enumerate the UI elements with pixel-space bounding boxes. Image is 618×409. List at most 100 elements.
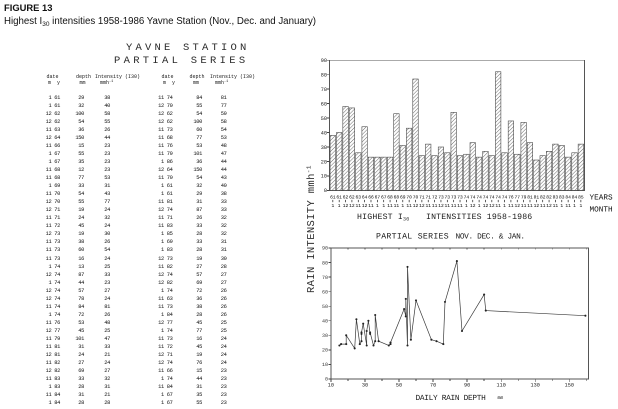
svg-text:1: 1 bbox=[503, 203, 506, 209]
svg-text:68: 68 bbox=[387, 195, 393, 201]
svg-text:74: 74 bbox=[502, 195, 508, 201]
svg-text:130: 130 bbox=[531, 382, 540, 388]
svg-text:11: 11 bbox=[457, 203, 463, 209]
svg-text:12: 12 bbox=[362, 203, 368, 209]
svg-text:0: 0 bbox=[325, 377, 328, 383]
svg-text:12: 12 bbox=[470, 203, 476, 209]
svg-text:11: 11 bbox=[451, 203, 457, 209]
svg-text:1: 1 bbox=[376, 203, 379, 209]
svg-text:80: 80 bbox=[322, 260, 328, 266]
svg-text:HIGHEST I30: HIGHEST I30 bbox=[357, 213, 409, 223]
svg-text:74: 74 bbox=[489, 195, 495, 201]
svg-text:MONTH: MONTH bbox=[590, 205, 613, 214]
svg-text:11: 11 bbox=[565, 203, 571, 209]
svg-text:12: 12 bbox=[534, 203, 540, 209]
svg-text:63: 63 bbox=[356, 195, 362, 201]
svg-text:64: 64 bbox=[362, 195, 368, 201]
svg-text:11: 11 bbox=[368, 203, 374, 209]
svg-text:77: 77 bbox=[515, 195, 521, 201]
svg-text:66: 66 bbox=[368, 195, 374, 201]
svg-text:10: 10 bbox=[328, 382, 334, 388]
svg-text:84: 84 bbox=[565, 195, 571, 201]
svg-text:1: 1 bbox=[401, 203, 404, 209]
svg-text:73: 73 bbox=[451, 195, 457, 201]
svg-text:74: 74 bbox=[495, 195, 501, 201]
svg-text:67: 67 bbox=[381, 195, 387, 201]
svg-text:11: 11 bbox=[521, 203, 527, 209]
svg-text:73: 73 bbox=[438, 195, 444, 201]
svg-text:11: 11 bbox=[406, 203, 412, 209]
svg-text:NOV. DEC. & JAN.: NOV. DEC. & JAN. bbox=[456, 233, 525, 242]
svg-text:81: 81 bbox=[527, 195, 533, 201]
svg-text:1: 1 bbox=[560, 203, 563, 209]
svg-text:76: 76 bbox=[508, 195, 514, 201]
svg-text:90: 90 bbox=[464, 382, 470, 388]
svg-text:70: 70 bbox=[322, 275, 328, 281]
svg-text:90: 90 bbox=[321, 58, 327, 64]
svg-text:50: 50 bbox=[321, 116, 327, 122]
svg-text:12: 12 bbox=[515, 203, 521, 209]
svg-text:1: 1 bbox=[382, 203, 385, 209]
svg-text:71: 71 bbox=[425, 195, 431, 201]
svg-text:90: 90 bbox=[322, 246, 328, 252]
svg-text:81: 81 bbox=[534, 195, 540, 201]
svg-text:1: 1 bbox=[478, 203, 481, 209]
svg-text:70: 70 bbox=[406, 195, 412, 201]
svg-text:69: 69 bbox=[400, 195, 406, 201]
svg-text:mm: mm bbox=[498, 396, 504, 401]
svg-text:79: 79 bbox=[521, 195, 527, 201]
svg-text:12: 12 bbox=[546, 203, 552, 209]
svg-text:11: 11 bbox=[495, 203, 501, 209]
svg-text:10: 10 bbox=[321, 174, 327, 180]
svg-text:30: 30 bbox=[321, 145, 327, 151]
svg-text:11: 11 bbox=[527, 203, 533, 209]
svg-text:82: 82 bbox=[546, 195, 552, 201]
svg-text:61: 61 bbox=[330, 195, 336, 201]
svg-text:74: 74 bbox=[476, 195, 482, 201]
svg-text:71: 71 bbox=[419, 195, 425, 201]
svg-text:11: 11 bbox=[508, 203, 514, 209]
svg-text:74: 74 bbox=[470, 195, 476, 201]
svg-text:12: 12 bbox=[419, 203, 425, 209]
svg-text:74: 74 bbox=[464, 195, 470, 201]
svg-text:11: 11 bbox=[432, 203, 438, 209]
svg-text:68: 68 bbox=[394, 195, 400, 201]
svg-text:12: 12 bbox=[413, 203, 419, 209]
svg-text:12: 12 bbox=[438, 203, 444, 209]
svg-text:20: 20 bbox=[321, 159, 327, 165]
svg-text:40: 40 bbox=[321, 130, 327, 136]
svg-text:40: 40 bbox=[322, 319, 328, 325]
svg-text:11: 11 bbox=[540, 203, 546, 209]
svg-text:11: 11 bbox=[394, 203, 400, 209]
svg-text:150: 150 bbox=[565, 382, 574, 388]
svg-text:DAILY RAIN DEPTH: DAILY RAIN DEPTH bbox=[416, 394, 487, 403]
svg-text:74: 74 bbox=[483, 195, 489, 201]
svg-text:11: 11 bbox=[553, 203, 559, 209]
svg-text:11: 11 bbox=[356, 203, 362, 209]
svg-text:1: 1 bbox=[465, 203, 468, 209]
svg-text:110: 110 bbox=[497, 382, 506, 388]
svg-text:1: 1 bbox=[331, 203, 334, 209]
svg-text:11: 11 bbox=[425, 203, 431, 209]
svg-text:61: 61 bbox=[336, 195, 342, 201]
svg-text:0: 0 bbox=[324, 188, 327, 194]
svg-text:1: 1 bbox=[338, 203, 341, 209]
svg-text:62: 62 bbox=[349, 195, 355, 201]
svg-text:12: 12 bbox=[343, 203, 349, 209]
svg-text:83: 83 bbox=[553, 195, 559, 201]
svg-text:30: 30 bbox=[322, 333, 328, 339]
svg-text:12: 12 bbox=[483, 203, 489, 209]
svg-text:83: 83 bbox=[559, 195, 565, 201]
svg-text:YEARS: YEARS bbox=[590, 193, 613, 202]
svg-text:70: 70 bbox=[430, 382, 436, 388]
svg-text:10: 10 bbox=[322, 362, 328, 368]
svg-text:50: 50 bbox=[396, 382, 402, 388]
svg-text:12: 12 bbox=[349, 203, 355, 209]
svg-text:RAIN INTENSITY mmh-1: RAIN INTENSITY mmh-1 bbox=[305, 165, 318, 293]
svg-text:73: 73 bbox=[457, 195, 463, 201]
svg-text:62: 62 bbox=[343, 195, 349, 201]
svg-text:67: 67 bbox=[375, 195, 381, 201]
svg-text:70: 70 bbox=[413, 195, 419, 201]
svg-text:11: 11 bbox=[445, 203, 451, 209]
svg-text:72: 72 bbox=[432, 195, 438, 201]
